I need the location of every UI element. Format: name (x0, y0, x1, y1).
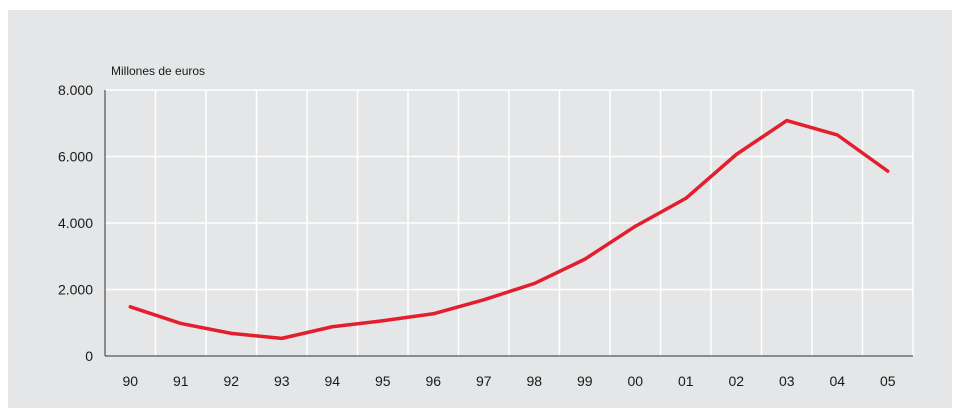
y-tick-label: 4.000 (58, 215, 93, 231)
series-line (128, 118, 890, 341)
y-axis-unit-label: Millones de euros (111, 64, 205, 78)
y-tick-label: 2.000 (58, 282, 93, 298)
x-tick-labels: 90 91 92 93 94 95 96 97 98 99 00 01 02 03 04 05 (122, 373, 895, 389)
axes (104, 90, 913, 357)
x-tick-label: 95 (375, 373, 391, 389)
y-tick-label: 0 (85, 348, 93, 364)
y-tick-label: 6.000 (58, 149, 93, 165)
chart-panel (8, 10, 952, 408)
y-tick-label: 8.000 (58, 82, 93, 98)
x-tick-label: 94 (324, 373, 340, 389)
x-tick-label: 97 (476, 373, 492, 389)
y-tick-labels: 0 2.000 4.000 6.000 8.000 (58, 82, 93, 364)
series-group (128, 118, 890, 341)
gridlines (105, 89, 914, 356)
x-tick-label: 01 (678, 373, 694, 389)
x-tick-label: 92 (223, 373, 239, 389)
x-tick-label: 05 (880, 373, 896, 389)
x-tick-label: 98 (526, 373, 542, 389)
x-tick-label: 04 (829, 373, 845, 389)
x-tick-label: 00 (627, 373, 643, 389)
x-tick-label: 96 (425, 373, 441, 389)
x-tick-label: 90 (122, 373, 138, 389)
x-tick-label: 93 (274, 373, 290, 389)
x-tick-label: 03 (779, 373, 795, 389)
x-tick-label: 02 (728, 373, 744, 389)
x-tick-label: 99 (577, 373, 593, 389)
x-tick-label: 91 (173, 373, 189, 389)
